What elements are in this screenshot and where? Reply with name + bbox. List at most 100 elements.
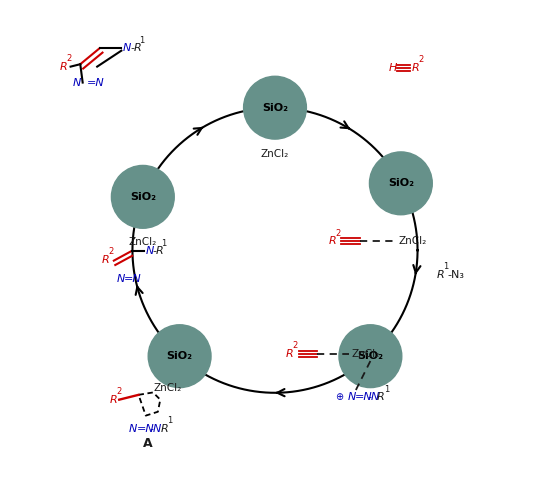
Circle shape xyxy=(391,173,409,191)
Circle shape xyxy=(365,350,373,358)
Circle shape xyxy=(372,154,430,212)
Circle shape xyxy=(394,176,404,187)
Circle shape xyxy=(260,93,288,120)
Circle shape xyxy=(257,89,292,124)
Circle shape xyxy=(151,327,208,385)
Circle shape xyxy=(367,353,370,355)
Circle shape xyxy=(249,81,301,134)
Circle shape xyxy=(373,156,428,211)
Text: SiO₂: SiO₂ xyxy=(167,351,192,361)
Circle shape xyxy=(116,170,169,223)
Circle shape xyxy=(271,103,276,108)
Circle shape xyxy=(361,347,377,362)
Circle shape xyxy=(124,178,160,213)
Text: H: H xyxy=(388,63,397,73)
Circle shape xyxy=(127,181,157,211)
Circle shape xyxy=(366,351,371,357)
Text: -R: -R xyxy=(130,43,142,53)
Circle shape xyxy=(148,325,211,388)
Circle shape xyxy=(395,177,403,185)
Circle shape xyxy=(154,330,205,381)
Circle shape xyxy=(162,339,195,371)
Text: ⊕: ⊕ xyxy=(335,392,343,402)
Text: SiO₂: SiO₂ xyxy=(130,192,156,202)
Circle shape xyxy=(252,85,297,130)
Circle shape xyxy=(113,167,173,227)
Text: 2: 2 xyxy=(67,54,72,63)
Circle shape xyxy=(244,76,306,139)
Text: =N: =N xyxy=(137,424,155,434)
Text: N: N xyxy=(348,392,356,402)
Circle shape xyxy=(157,333,202,378)
Circle shape xyxy=(385,167,415,197)
Text: 1: 1 xyxy=(167,416,172,425)
Text: =N: =N xyxy=(124,274,141,284)
Circle shape xyxy=(371,153,431,213)
Text: -N₃: -N₃ xyxy=(448,270,465,279)
Circle shape xyxy=(270,102,277,109)
Text: SiO₂: SiO₂ xyxy=(262,103,288,113)
Circle shape xyxy=(353,339,386,371)
Circle shape xyxy=(173,349,183,359)
Circle shape xyxy=(398,180,400,182)
Circle shape xyxy=(357,342,382,367)
Circle shape xyxy=(358,344,381,366)
Circle shape xyxy=(261,94,287,119)
Text: 2: 2 xyxy=(419,55,424,64)
Circle shape xyxy=(360,346,378,364)
Circle shape xyxy=(377,159,425,207)
Circle shape xyxy=(112,165,174,228)
Circle shape xyxy=(120,174,165,219)
Circle shape xyxy=(121,175,164,217)
Circle shape xyxy=(158,334,200,377)
Circle shape xyxy=(175,351,180,357)
Circle shape xyxy=(123,177,161,215)
Text: N: N xyxy=(145,246,153,257)
Circle shape xyxy=(119,173,166,220)
Text: 1: 1 xyxy=(443,262,449,271)
Circle shape xyxy=(251,83,299,131)
Text: SiO₂: SiO₂ xyxy=(388,178,414,188)
Circle shape xyxy=(171,347,186,362)
Circle shape xyxy=(131,185,152,206)
Circle shape xyxy=(160,336,198,374)
Circle shape xyxy=(122,176,162,216)
Circle shape xyxy=(380,162,420,203)
Circle shape xyxy=(168,345,189,364)
Circle shape xyxy=(272,104,274,107)
Circle shape xyxy=(347,333,393,378)
Circle shape xyxy=(345,330,395,381)
Circle shape xyxy=(268,101,279,111)
Circle shape xyxy=(349,334,391,377)
Circle shape xyxy=(363,348,375,361)
Circle shape xyxy=(389,172,410,192)
Text: 2: 2 xyxy=(293,341,298,350)
Text: 2: 2 xyxy=(335,228,340,238)
Circle shape xyxy=(381,164,419,201)
Circle shape xyxy=(384,166,416,199)
Circle shape xyxy=(159,335,199,376)
Circle shape xyxy=(140,193,142,196)
Circle shape xyxy=(133,187,150,204)
Text: N: N xyxy=(116,274,125,284)
Text: 2: 2 xyxy=(116,387,122,396)
Circle shape xyxy=(374,156,427,209)
Circle shape xyxy=(340,326,400,386)
Text: -R: -R xyxy=(152,246,164,257)
Circle shape xyxy=(172,348,185,361)
Circle shape xyxy=(253,86,296,128)
Circle shape xyxy=(267,100,280,112)
Text: -N: -N xyxy=(367,392,380,402)
Circle shape xyxy=(344,330,397,382)
Circle shape xyxy=(138,191,145,199)
Text: =N: =N xyxy=(355,392,373,402)
Circle shape xyxy=(134,188,149,203)
Text: R: R xyxy=(102,255,109,265)
Circle shape xyxy=(393,175,406,188)
Circle shape xyxy=(246,79,304,137)
Text: 1: 1 xyxy=(139,35,144,45)
Circle shape xyxy=(254,87,294,127)
Circle shape xyxy=(169,346,187,364)
Text: 1: 1 xyxy=(384,384,389,394)
Text: -N: -N xyxy=(149,424,162,434)
